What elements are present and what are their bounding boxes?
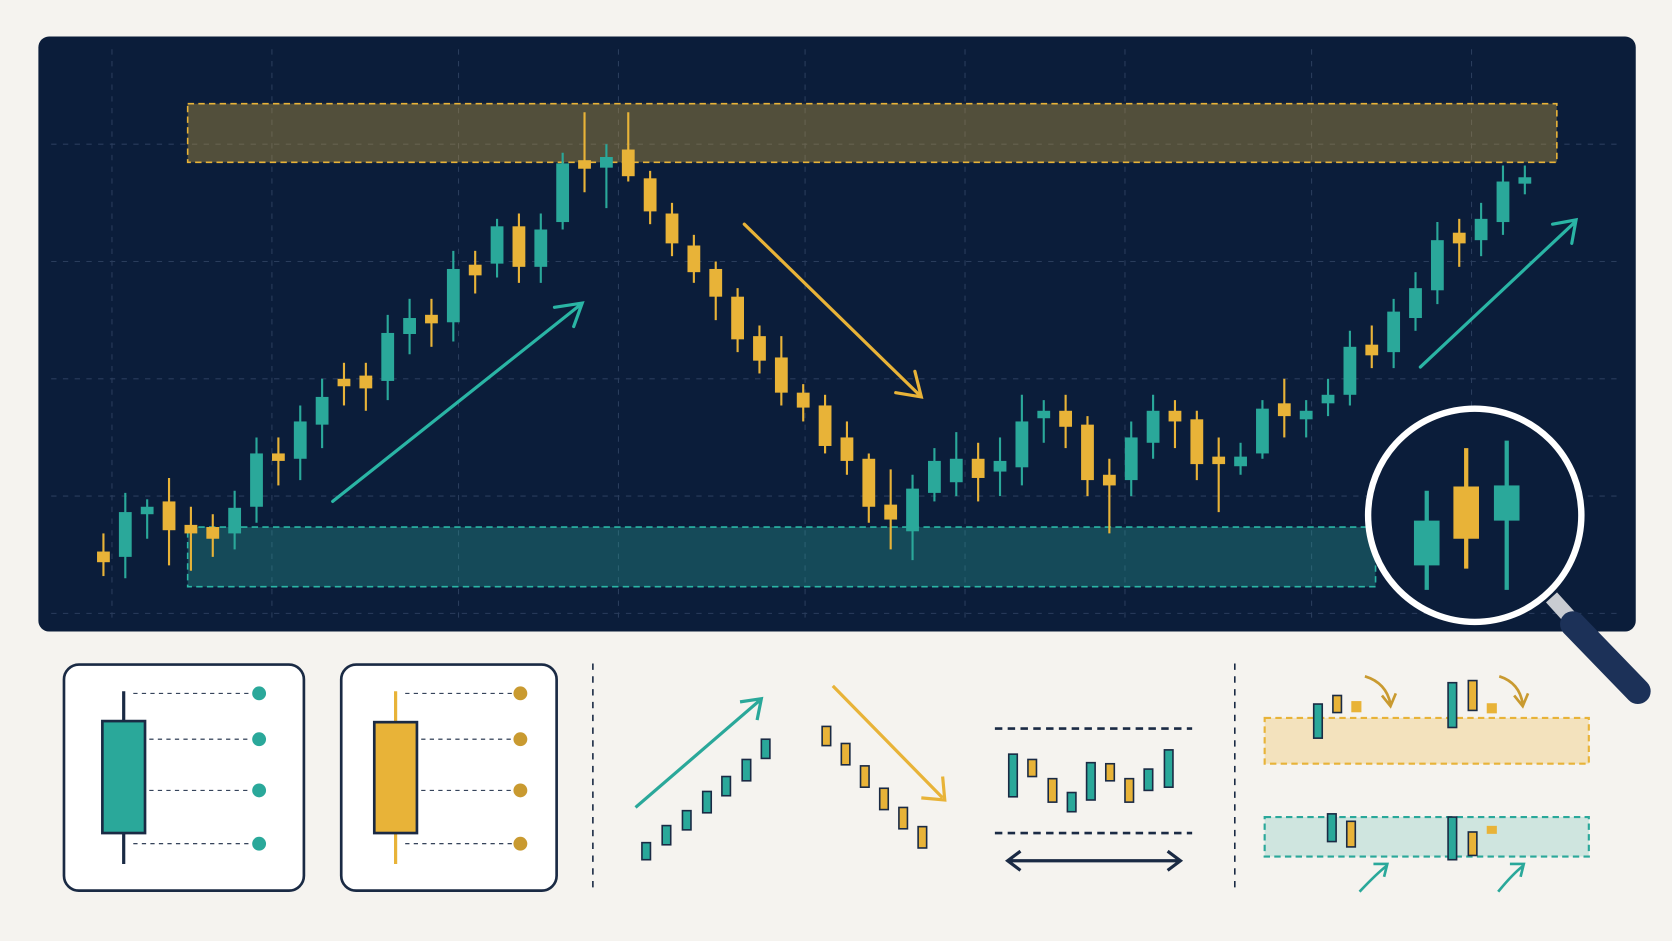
anatomy-bearish: [339, 663, 558, 892]
candle-body: [1452, 232, 1466, 244]
candle-body: [643, 178, 657, 212]
candle-body: [446, 268, 460, 323]
candle-body: [468, 264, 482, 276]
candle-body: [753, 336, 766, 361]
candle-body: [1474, 218, 1488, 241]
trend-arrows: [331, 217, 1579, 504]
candle-body: [403, 318, 416, 335]
candle-body: [1387, 311, 1401, 353]
candle-body: [949, 458, 963, 483]
candle-body: [1212, 456, 1226, 465]
candle-body: [1234, 456, 1247, 467]
downtrend-icon: [821, 684, 947, 849]
candle-body: [512, 226, 526, 267]
candle-body: [884, 504, 898, 520]
candle-body: [1168, 410, 1182, 422]
candle-body: [818, 405, 832, 446]
candle-body: [359, 375, 373, 389]
candle-body: [1277, 403, 1291, 417]
candle-body: [118, 512, 132, 557]
candle-body: [1102, 474, 1116, 486]
uptrend-icon: [634, 696, 771, 861]
candle-body: [425, 314, 438, 324]
candle-body: [862, 458, 876, 507]
resistance-zone: [186, 102, 1558, 164]
magnifier: [1364, 405, 1651, 705]
candle-body: [1365, 344, 1379, 356]
candle-body: [796, 392, 810, 408]
candle-body: [162, 501, 176, 531]
candle-body: [1321, 394, 1335, 404]
candle-body: [140, 506, 154, 515]
candle-body: [906, 488, 919, 532]
candle-body: [381, 332, 395, 381]
candle-body: [1124, 437, 1138, 481]
anatomy-bullish: [62, 663, 306, 892]
candle-body: [1190, 419, 1204, 465]
candle-body: [1343, 346, 1357, 395]
candle-body: [1146, 410, 1160, 443]
candle-body: [337, 378, 351, 387]
candle-body: [1256, 408, 1269, 454]
candle-body: [1059, 410, 1073, 427]
candle-body: [184, 524, 198, 534]
candle-body: [928, 460, 941, 493]
candle-body: [293, 421, 307, 459]
candle-body: [206, 527, 220, 539]
candle-body: [556, 163, 570, 223]
candle-body: [731, 296, 745, 340]
candle-body: [709, 268, 723, 297]
candle-body: [271, 453, 285, 461]
sr-icons: [1263, 675, 1590, 893]
candle-body: [1496, 181, 1510, 223]
candle-body: [1518, 177, 1532, 184]
candle-body: [1037, 410, 1051, 419]
candle-body: [971, 458, 985, 478]
candle-body: [578, 160, 591, 169]
candle-body: [774, 357, 788, 393]
candle-body: [621, 149, 635, 177]
range-icon: [994, 727, 1193, 872]
candle-body: [1409, 288, 1422, 319]
candle-body: [97, 551, 110, 563]
candle-body: [228, 507, 242, 534]
candle-body: [840, 437, 854, 461]
candle-body: [315, 396, 329, 425]
candle-body: [534, 229, 548, 267]
support-zone: [186, 526, 1377, 588]
candle-body: [1015, 421, 1029, 468]
candle-body: [490, 226, 504, 264]
candle-body: [993, 460, 1007, 472]
dividers: [592, 663, 1236, 894]
chart-panel: [38, 36, 1636, 632]
candle-body: [599, 157, 613, 168]
candle-body: [1430, 240, 1444, 291]
candle-body: [250, 453, 263, 507]
candle-body: [665, 213, 679, 244]
candle-body: [1299, 410, 1313, 420]
candle-body: [687, 245, 701, 273]
candle-body: [1081, 424, 1094, 481]
